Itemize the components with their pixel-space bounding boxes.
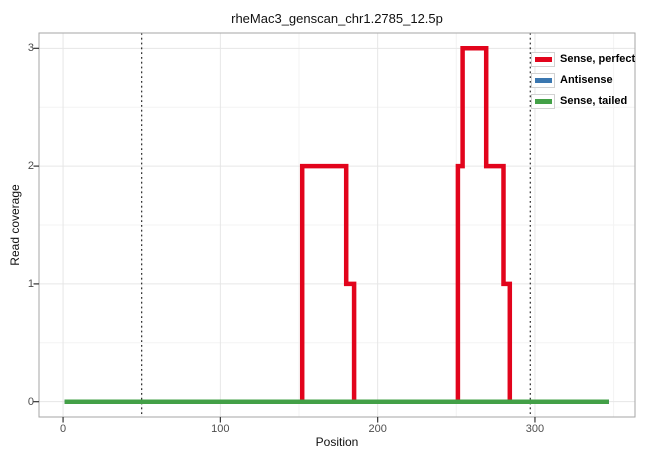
legend: Sense, perfect Antisense Sense, tailed [531, 52, 635, 115]
x-tick-label: 200 [368, 423, 387, 435]
legend-key [531, 52, 555, 67]
x-axis-title: Position [315, 435, 359, 449]
y-axis-title: Read coverage [8, 184, 22, 266]
y-tick-label: 2 [27, 160, 34, 173]
legend-key [531, 73, 555, 88]
legend-key [531, 94, 555, 109]
legend-label: Sense, perfect [560, 53, 636, 65]
legend-line-swatch-sense-tailed [534, 99, 552, 104]
legend-item-sense-tailed: Sense, tailed [531, 94, 635, 109]
legend-line-swatch-sense-perfect [534, 57, 552, 62]
y-tick-label: 3 [27, 42, 34, 55]
x-tick-label: 0 [60, 423, 67, 435]
x-tick-label: 300 [525, 423, 545, 435]
chart-title: rheMac3_genscan_chr1.2785_12.5p [231, 11, 443, 26]
legend-label: Sense, tailed [560, 95, 628, 107]
series-line-sense-perfect [64, 46, 609, 404]
x-tick-label: 100 [211, 423, 230, 435]
legend-label: Antisense [560, 74, 613, 86]
legend-item-antisense: Antisense [531, 73, 635, 88]
legend-line-swatch-antisense [534, 78, 552, 83]
panel-border [38, 32, 636, 418]
legend-item-sense-perfect: Sense, perfect [531, 52, 635, 67]
y-tick-label: 1 [27, 277, 34, 290]
y-tick-label: 0 [27, 395, 34, 408]
